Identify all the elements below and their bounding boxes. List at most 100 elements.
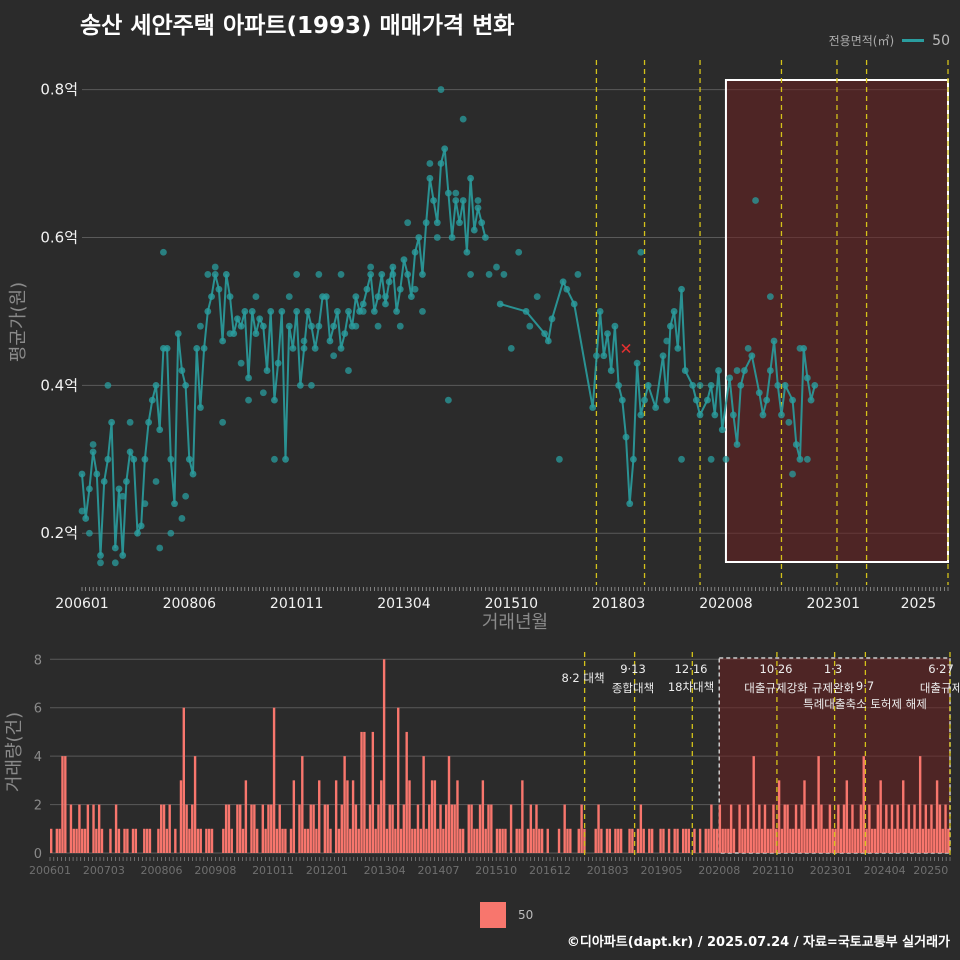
data-point [86,485,93,493]
data-point [807,396,815,404]
data-point [803,455,811,463]
data-point [419,308,426,315]
data-point [678,455,685,463]
volume-bar [72,828,75,853]
policy-label-name: 대출규제강화 [744,681,808,695]
data-point [245,396,252,404]
data-point [174,330,182,337]
data-point [178,515,186,522]
x-tick-label-bottom: 20250 [913,864,948,877]
data-point [496,300,504,308]
data-point [285,293,293,301]
volume-bar [413,828,417,853]
volume-bar [916,828,919,853]
volume-bar [382,659,386,853]
volume-bar [162,804,166,853]
volume-bar [619,828,623,853]
volume-bar [490,804,493,853]
volume-bar [608,828,612,853]
x-tick-label-top: 201304 [377,596,431,612]
y-tick-label-top: 0.6억 [40,228,78,246]
data-point [86,529,93,537]
data-point [337,271,345,278]
data-point [467,271,474,278]
volume-bar [92,804,95,853]
data-point [548,315,556,323]
volume-bar [270,804,273,853]
x-tick-label-bottom: 200806 [141,864,183,877]
volume-bar [811,804,815,853]
volume-bar [210,828,214,853]
volume-bar [871,828,874,853]
volume-bar [529,804,533,853]
data-point [204,271,212,278]
policy-label-name: 18차대책 [668,680,714,694]
data-point [267,308,275,315]
data-point [326,337,334,345]
x-tick-label-bottom: 202404 [864,864,906,877]
data-point [404,271,412,278]
volume-bar [724,828,727,853]
volume-bar [272,707,276,853]
x-tick-label-bottom: 202008 [698,864,740,877]
data-point [219,337,227,345]
volume-bar [495,828,499,853]
volume-bar [806,828,809,853]
data-point [167,455,175,463]
data-point [663,337,671,345]
data-point [93,470,101,478]
legend-bar-label: 50 [518,908,534,922]
data-point [681,367,689,374]
x-tick-label-bottom: 201612 [529,864,571,877]
y-tick-label-top: 0.4억 [40,376,78,394]
data-point [167,529,175,537]
data-point [271,455,278,463]
data-point [785,418,793,426]
volume-bar [777,780,781,853]
data-point [478,219,486,227]
data-point [459,115,467,123]
data-point [330,322,338,330]
data-point [729,411,737,419]
policy-label-date: 9·13 [620,662,646,676]
data-point [352,293,360,301]
volume-bar [865,828,868,853]
data-point [611,322,619,330]
volume-bar [478,804,482,853]
data-point [563,285,571,293]
volume-bar [794,804,798,853]
data-point [800,344,808,352]
volume-bar [938,804,942,853]
x-axis-title-top: 거래년월 [482,612,548,633]
x-tick-label-bottom: 201803 [587,864,629,877]
data-point [411,285,419,293]
data-point [600,352,608,360]
data-point [430,197,437,204]
volume-bar [224,804,228,853]
volume-bar [405,731,408,853]
volume-bar [808,828,812,853]
volume-bars [50,659,950,853]
volume-bar [340,804,343,853]
volume-bar [854,828,857,853]
volume-bar [583,828,586,853]
volume-bar [628,828,631,853]
data-point [715,367,722,374]
volume-bar [467,804,470,853]
volume-bar [789,828,792,853]
volume-bar [433,780,437,853]
volume-bar [887,828,891,853]
data-point [570,300,578,308]
legend-line-swatch [902,39,925,42]
data-point [778,411,785,419]
volume-bar [289,828,293,853]
data-point [145,418,153,426]
volume-bar [267,804,270,853]
data-point [389,263,397,271]
volume-bar [476,828,479,853]
volume-bar [168,804,171,853]
x-tick-label-bottom: 200703 [83,864,125,877]
volume-bar [160,804,163,853]
price-line-early [81,148,487,556]
volume-bar [439,804,442,853]
